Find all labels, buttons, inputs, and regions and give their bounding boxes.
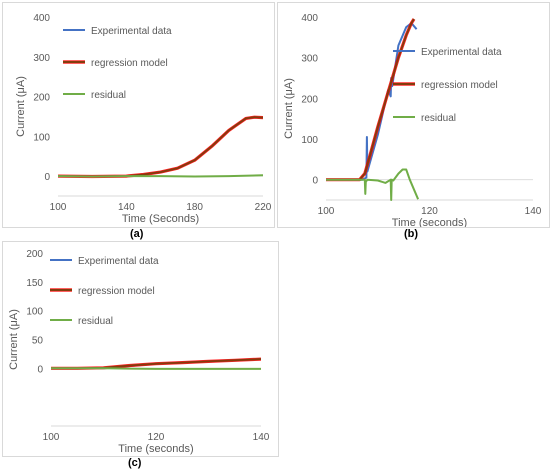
y-tick-label: 150 [26,278,43,289]
caption-b: (b) [404,228,419,240]
chart-panel-b: 400 300 200 100 0 100 120 140 Time (seconds) Curr… [277,2,550,228]
y-tick-label: 200 [33,93,50,104]
y-tick-label: 50 [32,336,44,347]
caption-a: (a) [130,228,144,240]
x-axis-title: Time (seconds) [118,443,193,455]
y-tick-label: 0 [44,172,50,183]
legend-label: Experimental data [91,26,172,37]
y-tick-label: 100 [26,307,43,318]
x-tick-label: 220 [255,202,272,213]
x-tick-label: 140 [525,206,542,217]
y-tick-label: 200 [301,94,318,105]
y-tick-label: 400 [301,13,318,24]
legend-label: regression model [78,286,155,297]
series-line-residual [58,174,263,178]
y-axis-title: Current (μA) [15,76,27,137]
x-tick-label: 100 [50,202,67,213]
chart-panel-a: 400 300 200 100 0 100 140 180 220 Time (Seconds) C… [2,2,275,228]
x-tick-label: 140 [118,202,135,213]
chart-svg-b: 400 300 200 100 0 100 120 140 Time (seconds) Curr… [283,13,542,227]
legend-label: residual [78,316,113,327]
caption-c: (c) [128,457,142,469]
legend-label: residual [91,90,126,101]
y-tick-label: 300 [301,54,318,65]
legend-label: Experimental data [421,47,502,58]
y-tick-label: 400 [33,13,50,24]
legend-label: regression model [91,58,168,69]
y-tick-label: 300 [33,53,50,64]
y-tick-label: 0 [312,176,318,187]
x-axis-title: Time (Seconds) [122,213,199,225]
chart-svg-a: 400 300 200 100 0 100 140 180 220 Time (Seconds) C… [15,13,272,225]
legend-label: residual [421,113,456,124]
y-axis-title: Current (μA) [283,78,295,139]
y-axis-title: Current (μA) [8,309,20,370]
legend-label: Experimental data [78,256,159,267]
series-line-regression [326,18,415,181]
chart-svg-c: 200 150 100 50 0 100 120 140 Time (seconds) Curre… [8,249,270,455]
chart-panel-c: 200 150 100 50 0 100 120 140 Time (seconds) Curre… [2,241,279,457]
x-tick-label: 140 [253,432,270,443]
x-tick-label: 180 [186,202,203,213]
y-tick-label: 200 [26,249,43,260]
y-tick-label: 100 [33,132,50,143]
x-tick-label: 100 [43,432,60,443]
series-line-residual [326,168,420,201]
y-tick-label: 0 [37,364,43,375]
legend-label: regression model [421,80,498,91]
x-axis-title: Time (seconds) [392,217,467,227]
x-tick-label: 120 [421,206,438,217]
series-regression-outline [58,115,263,179]
x-tick-label: 120 [148,432,165,443]
y-tick-label: 100 [301,135,318,146]
x-tick-label: 100 [318,206,335,217]
series-line-residual [51,367,261,370]
